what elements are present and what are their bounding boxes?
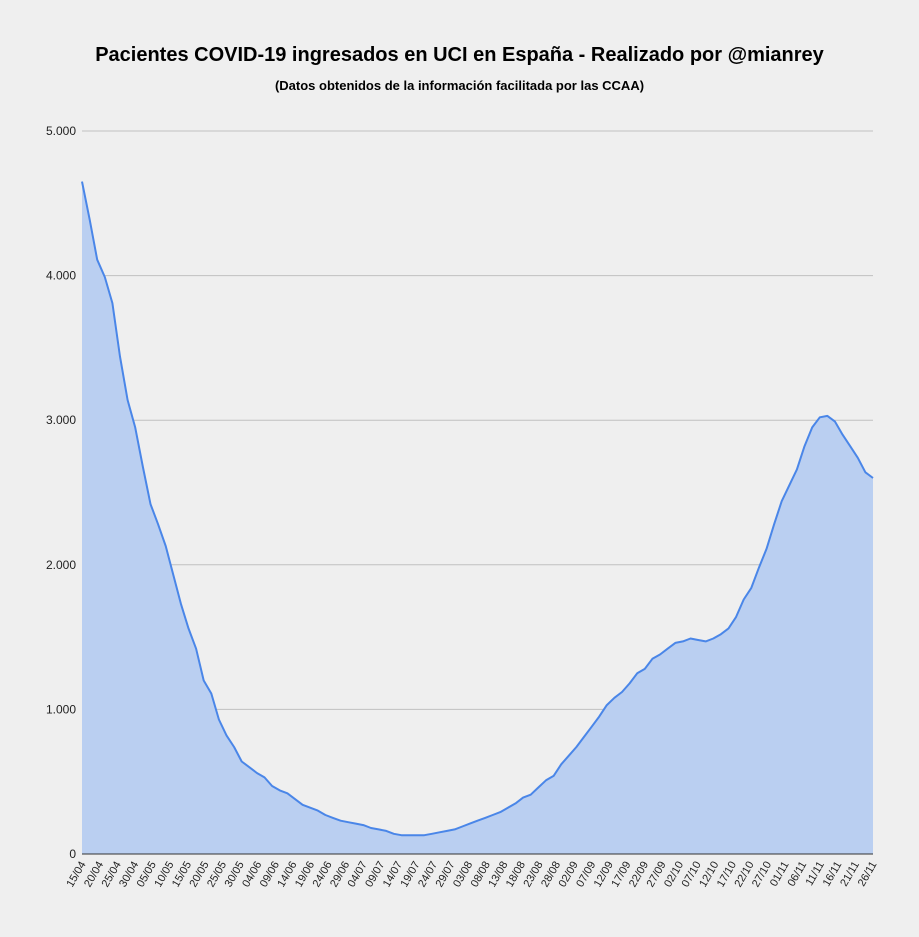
y-tick-label: 0 (69, 847, 76, 861)
chart-title: Pacientes COVID-19 ingresados en UCI en … (95, 44, 824, 66)
y-axis-ticks: 0 1.000 2.000 3.000 4.000 5.000 (46, 124, 76, 861)
y-tick-label: 5.000 (46, 124, 76, 138)
y-tick-label: 2.000 (46, 558, 76, 572)
x-axis-ticks: 15/0420/0425/0430/0405/0510/0515/0520/05… (64, 860, 879, 890)
chart-subtitle: (Datos obtenidos de la información facil… (274, 78, 645, 93)
y-tick-label: 3.000 (46, 413, 76, 427)
area-layer (81, 181, 874, 855)
series-line (81, 181, 874, 837)
y-tick-label: 4.000 (46, 269, 76, 283)
x-tick-label: 26/11 (856, 860, 880, 889)
series-area (82, 181, 873, 855)
y-tick-label: 1.000 (46, 702, 76, 716)
